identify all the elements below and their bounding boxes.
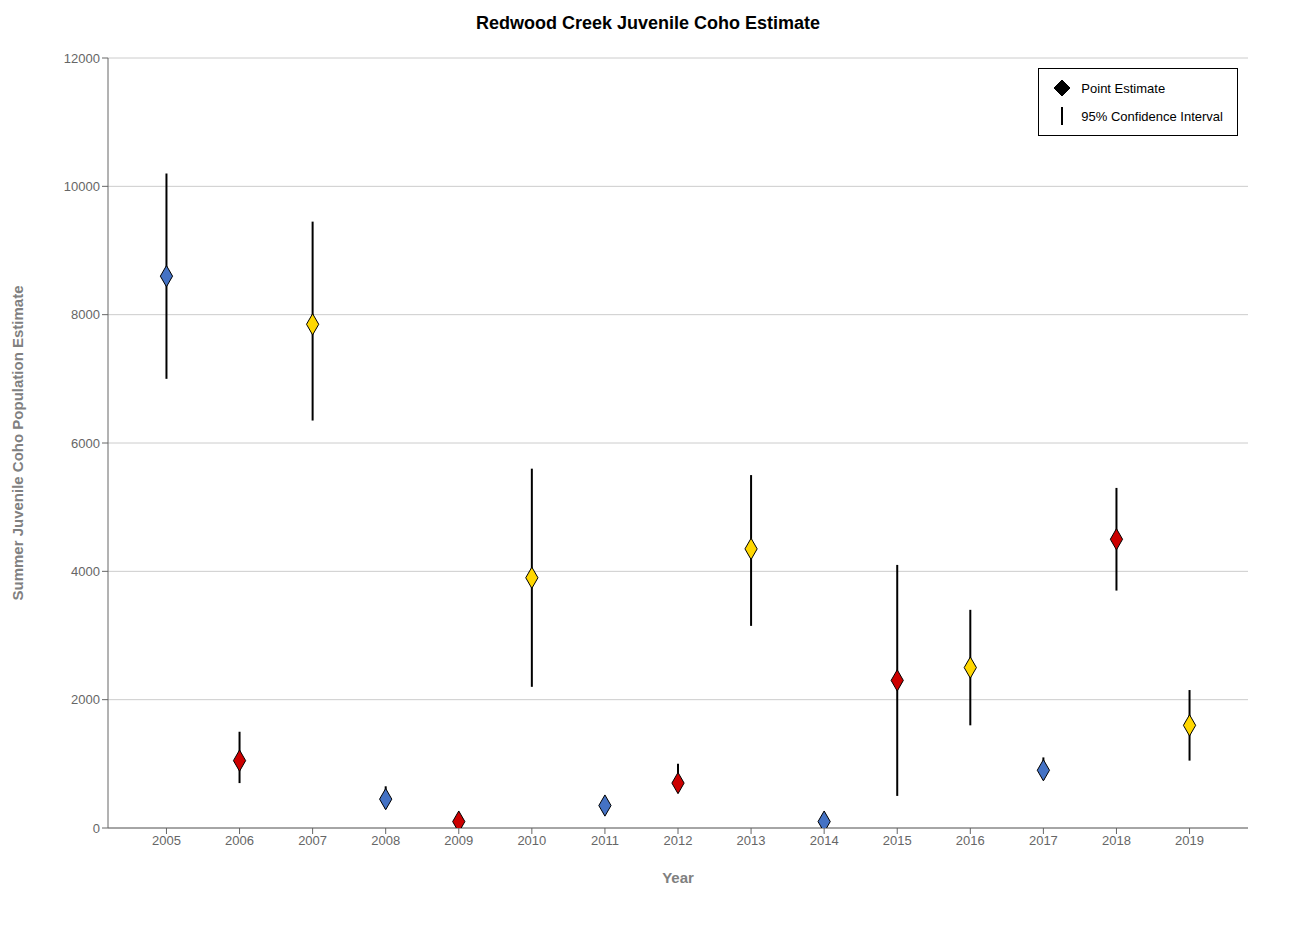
svg-text:2006: 2006 [225,833,254,848]
svg-text:2000: 2000 [71,692,100,707]
html-text:Point Estimate: Point Estimate [1081,80,1166,96]
svg-text:2007: 2007 [298,833,327,848]
svg-text:8000: 8000 [71,307,100,322]
svg-text:10000: 10000 [64,179,100,194]
svg-text:Year: Year [662,869,694,886]
svg-text:2009: 2009 [444,833,473,848]
svg-text:2012: 2012 [664,833,693,848]
html-text:Redwood Creek Juvenile Coho Es: Redwood Creek Juvenile Coho Estimate [476,13,820,33]
svg-text:Summer Juvenile Coho Populatio: Summer Juvenile Coho Population Estimate [9,285,26,600]
svg-text:2016: 2016 [956,833,985,848]
svg-text:0: 0 [93,821,100,836]
svg-text:2015: 2015 [883,833,912,848]
svg-text:2008: 2008 [371,833,400,848]
svg-text:2005: 2005 [152,833,181,848]
svg-text:2018: 2018 [1102,833,1131,848]
svg-text:12000: 12000 [64,51,100,66]
svg-text:2014: 2014 [810,833,839,848]
svg-text:2019: 2019 [1175,833,1204,848]
svg-text:2017: 2017 [1029,833,1058,848]
svg-text:2011: 2011 [591,833,619,848]
svg-text:2013: 2013 [737,833,766,848]
svg-text:2010: 2010 [517,833,546,848]
html-text:95% Confidence Interval: 95% Confidence Interval [1081,108,1223,124]
svg-text:6000: 6000 [71,436,100,451]
svg-text:4000: 4000 [71,564,100,579]
